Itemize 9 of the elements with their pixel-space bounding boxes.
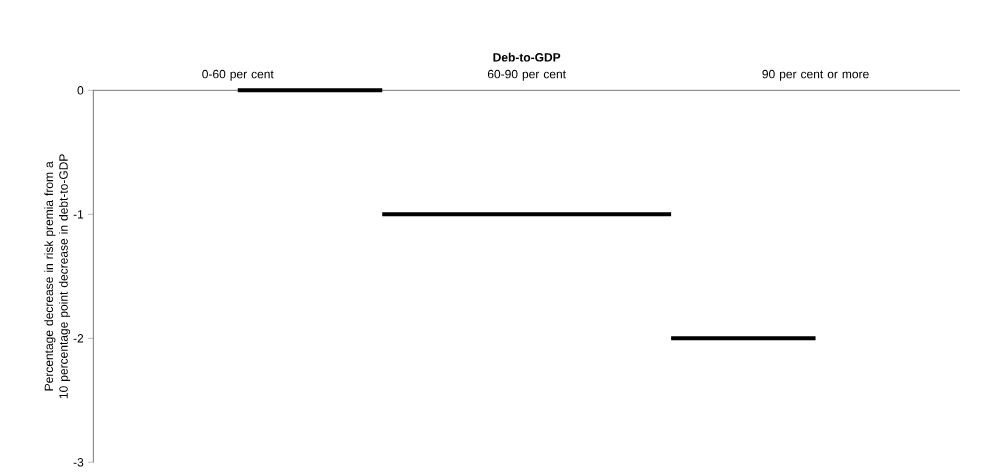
x-tick-label: 90 per cent or more <box>762 69 869 81</box>
y-axis-title: Percentage decrease in risk premia from a 10 percentage point decrease in debt-to-GDP <box>44 154 71 399</box>
y-tick-label: -3 <box>73 458 84 467</box>
y-tick-label: -2 <box>73 334 84 343</box>
x-axis-title: Deb-to-GDP <box>493 52 561 62</box>
y-tick-label: 0 <box>77 86 84 95</box>
x-tick-label: 60-90 per cent <box>487 69 566 81</box>
x-tick-label: 0-60 per cent <box>202 69 274 81</box>
y-tick-label: -1 <box>73 210 84 219</box>
